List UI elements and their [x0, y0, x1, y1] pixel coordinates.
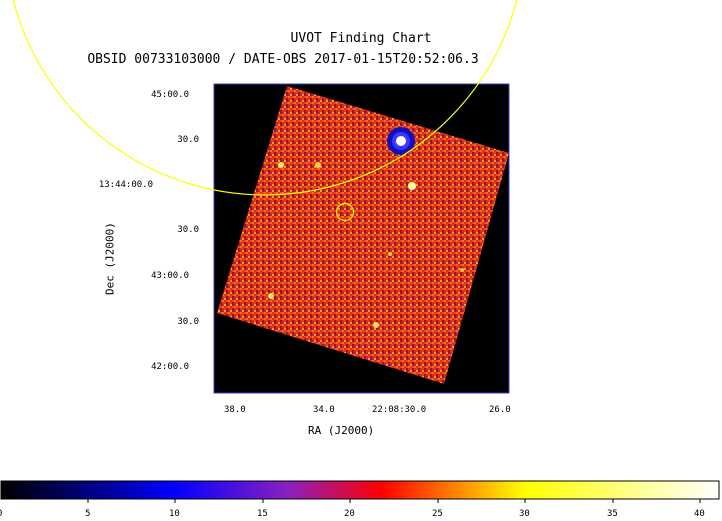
- colorbar-tick-label: 25: [432, 509, 443, 519]
- y-tick-label: 13:44:00.0: [98, 180, 153, 190]
- star-point: [315, 162, 321, 168]
- bright-source: [387, 127, 415, 155]
- chart-subtitle: OBSID 00733103000 / DATE-OBS 2017-01-15T…: [87, 52, 479, 67]
- exposure-image: [217, 86, 509, 384]
- x-axis-label: RA (J2000): [308, 424, 375, 437]
- star-point: [268, 293, 274, 299]
- y-tick-label: 42:00.0: [151, 362, 189, 372]
- y-tick-label: 43:00.0: [151, 271, 189, 281]
- colorbar-tick-label: 10: [169, 509, 180, 519]
- y-tick-label: 45:00.0: [151, 90, 189, 100]
- colorbar-tick-label: 0: [0, 509, 2, 519]
- target-circle: [335, 202, 355, 222]
- y-tick-label: 30.0: [177, 317, 199, 327]
- star-point: [373, 322, 379, 328]
- colorbar: [0, 480, 720, 500]
- y-axis-label: Dec (J2000): [103, 222, 117, 295]
- y-tick-label: 30.0: [177, 225, 199, 235]
- chart-title: UVOT Finding Chart: [290, 31, 432, 46]
- colorbar-tick-label: 5: [85, 509, 91, 519]
- star-point: [278, 162, 284, 168]
- x-tick-label: 38.0: [224, 405, 246, 415]
- large-overlay-circle: [12, 0, 518, 196]
- star-sources: [268, 162, 464, 328]
- x-tick-label: 26.0: [489, 405, 511, 415]
- colorbar-tick-label: 30: [519, 509, 530, 519]
- x-tick-label: 34.0: [313, 405, 335, 415]
- colorbar-ticks: [87, 499, 701, 503]
- y-tick-label: 30.0: [177, 135, 199, 145]
- star-point: [460, 268, 464, 272]
- colorbar-tick-label: 35: [607, 509, 618, 519]
- colorbar-tick-label: 20: [344, 509, 355, 519]
- colorbar-tick-label: 15: [257, 509, 268, 519]
- colorbar-tick-label: 40: [694, 509, 705, 519]
- star-point: [388, 252, 392, 256]
- plot-frame: [213, 83, 510, 394]
- star-point: [408, 182, 416, 190]
- x-tick-label: 22:08:30.0: [372, 405, 427, 415]
